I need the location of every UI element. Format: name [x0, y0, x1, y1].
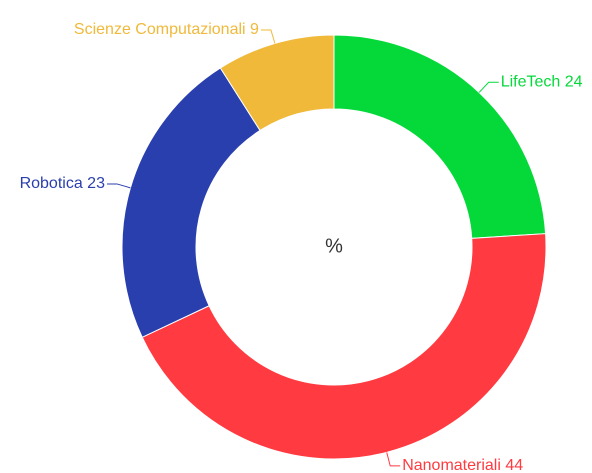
- slice-label: LifeTech 24: [501, 73, 583, 90]
- slice-value: 9: [250, 21, 259, 38]
- center-label: %: [325, 235, 343, 257]
- donut-slice: [121, 67, 261, 338]
- slice-value: 24: [565, 73, 583, 90]
- slice-name: LifeTech: [501, 73, 561, 90]
- leader-line: [106, 183, 131, 189]
- slice-label: Robotica 23: [20, 175, 106, 192]
- donut-slice: [333, 34, 547, 239]
- donut-slice: [219, 34, 335, 132]
- slice-name: Robotica: [20, 175, 83, 192]
- leader-line: [386, 452, 401, 467]
- slice-name: Scienze Computazionali: [74, 21, 246, 38]
- slice-value: 44: [505, 457, 523, 473]
- leader-line: [260, 29, 276, 44]
- slice-label: Nanomateriali 44: [402, 457, 523, 473]
- leader-line: [478, 81, 499, 93]
- slice-name: Nanomateriali: [402, 457, 501, 473]
- slice-value: 23: [87, 175, 105, 192]
- slice-label: Scienze Computazionali 9: [74, 21, 259, 38]
- donut-slice: [141, 233, 547, 460]
